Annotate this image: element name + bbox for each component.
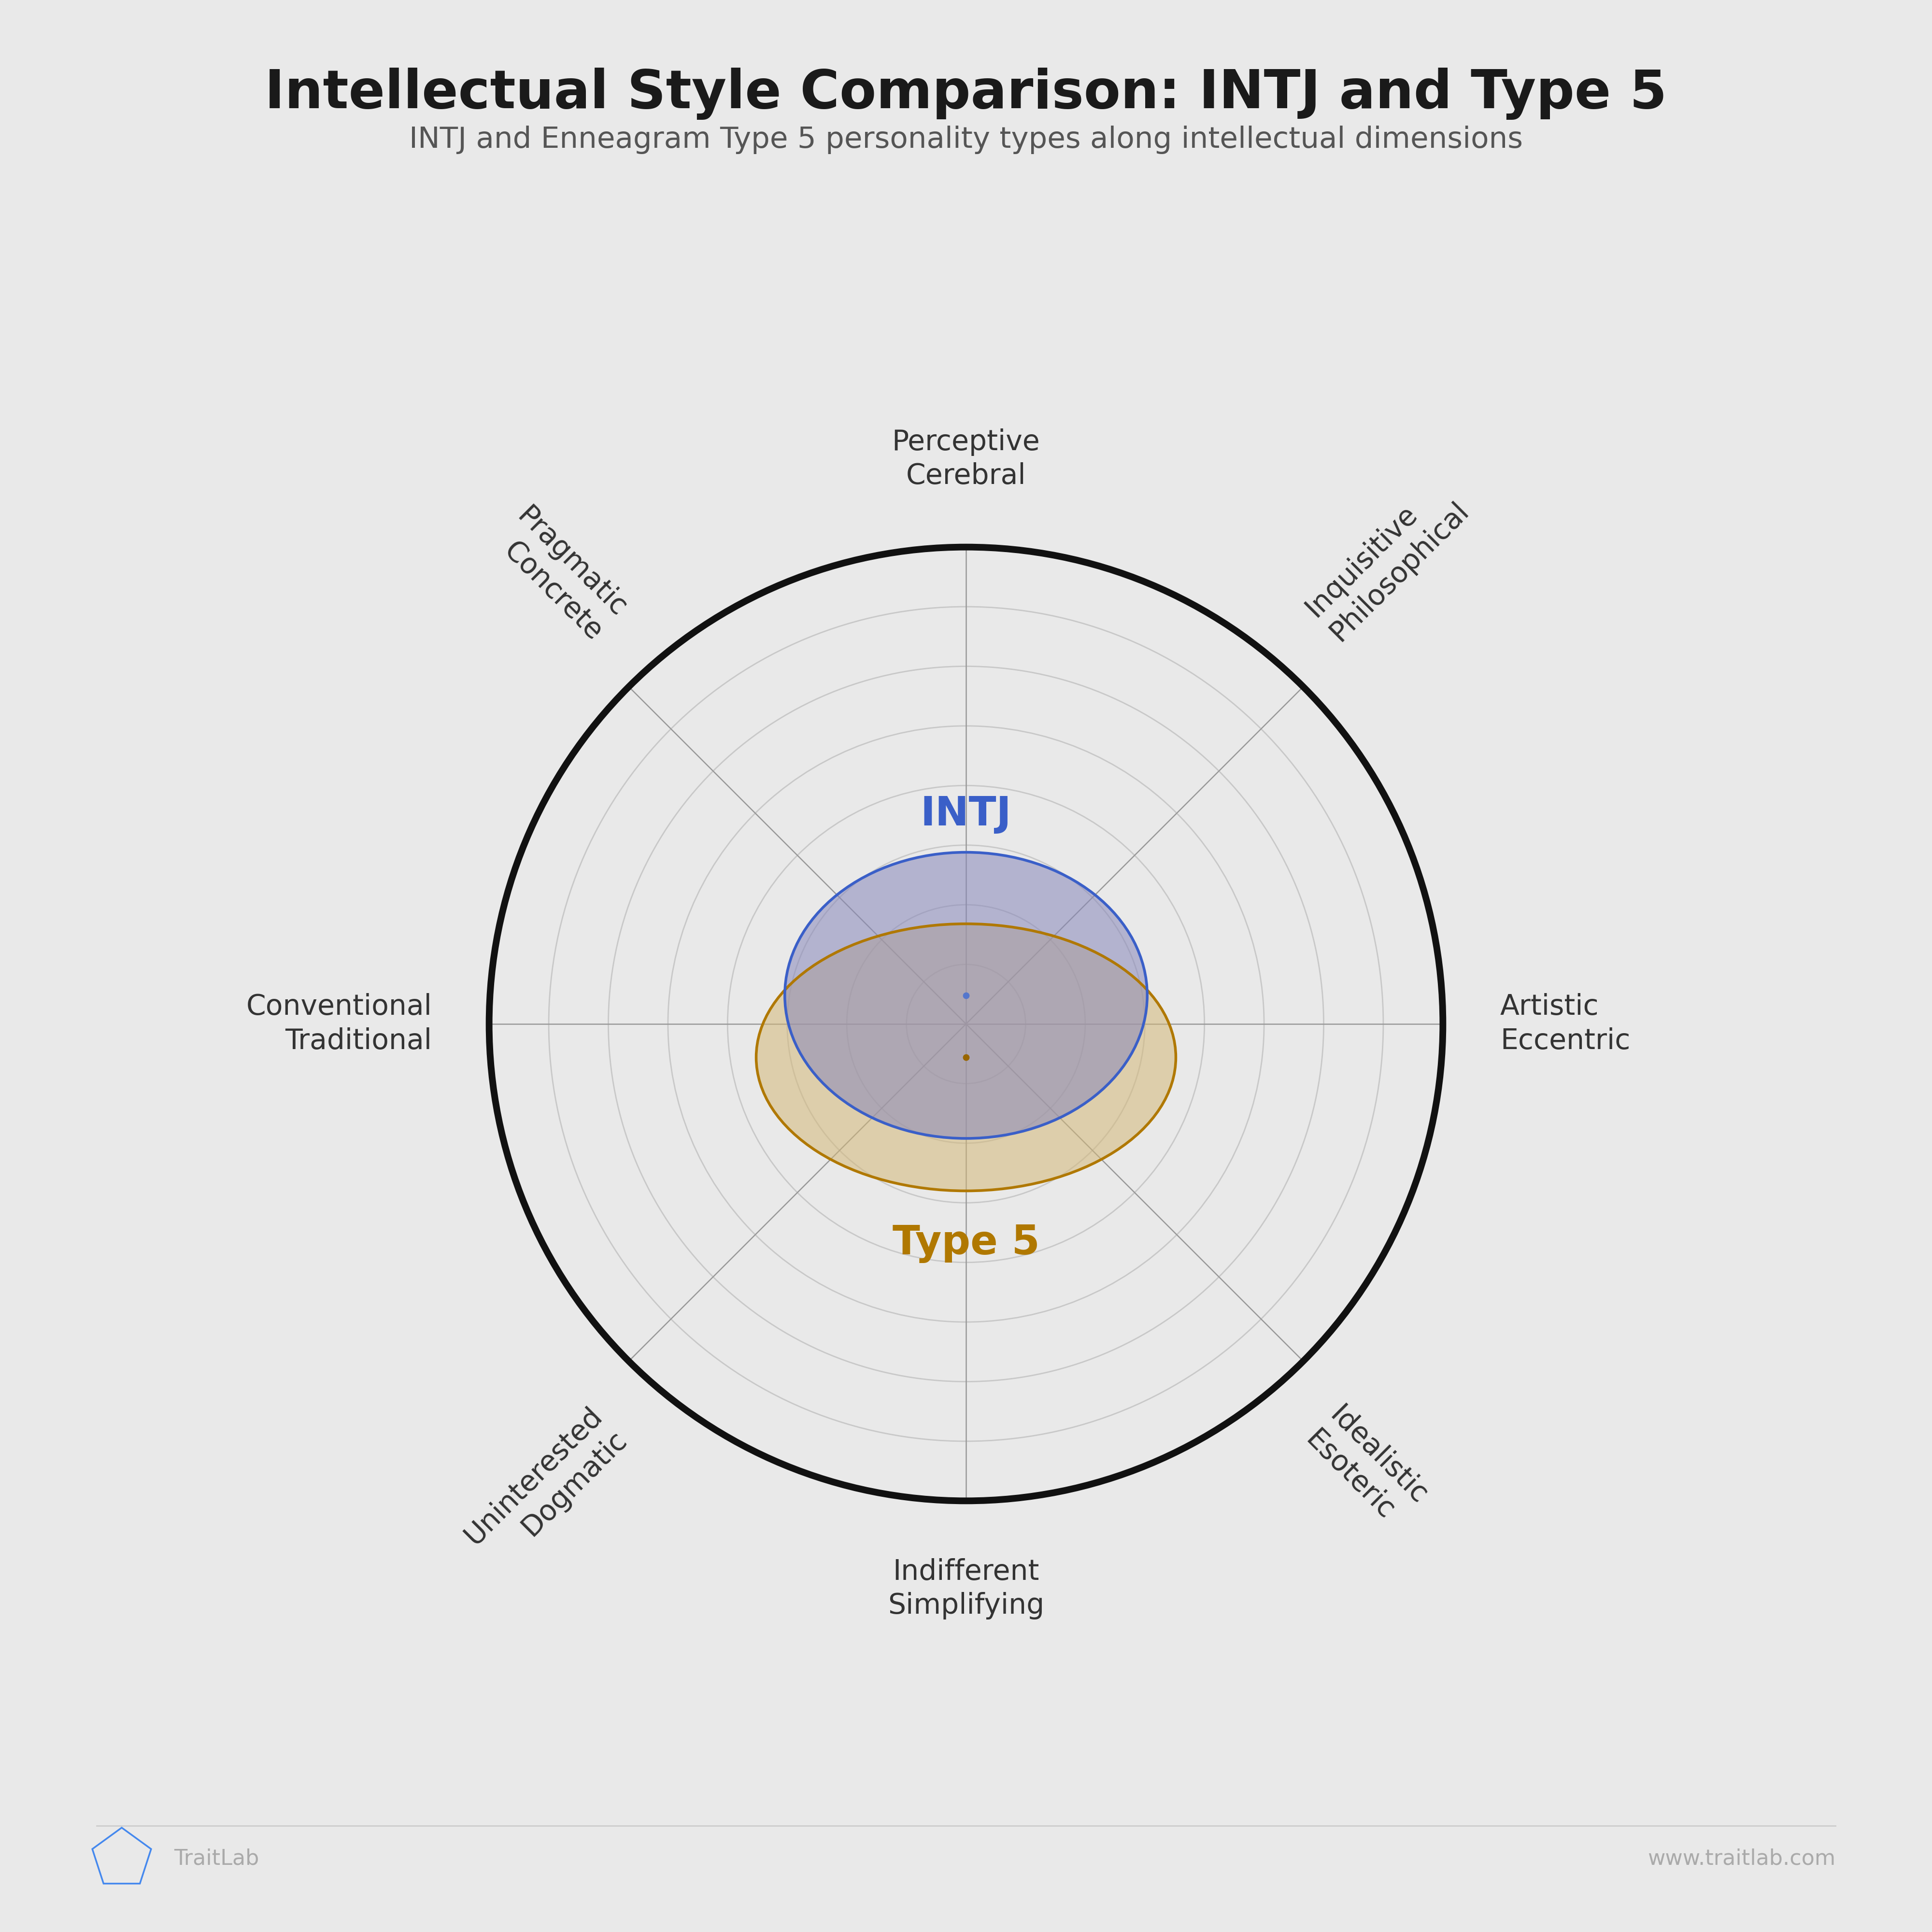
Text: Idealistic
Esoteric: Idealistic Esoteric: [1300, 1401, 1432, 1534]
Text: Intellectual Style Comparison: INTJ and Type 5: Intellectual Style Comparison: INTJ and …: [265, 68, 1667, 120]
Point: [951, 1041, 981, 1072]
Text: Pragmatic
Concrete: Pragmatic Concrete: [487, 502, 632, 647]
Text: Perceptive
Cerebral: Perceptive Cerebral: [893, 429, 1039, 491]
Text: Artistic
Eccentric: Artistic Eccentric: [1499, 993, 1631, 1055]
Text: Inquisitive
Philosophical: Inquisitive Philosophical: [1300, 473, 1474, 647]
Text: Uninterested
Dogmatic: Uninterested Dogmatic: [460, 1401, 632, 1575]
Text: INTJ and Enneagram Type 5 personality types along intellectual dimensions: INTJ and Enneagram Type 5 personality ty…: [410, 126, 1522, 155]
Text: www.traitlab.com: www.traitlab.com: [1648, 1849, 1835, 1868]
Point: [951, 980, 981, 1010]
Text: Conventional
Traditional: Conventional Traditional: [245, 993, 433, 1055]
Text: TraitLab: TraitLab: [174, 1849, 259, 1868]
Text: INTJ: INTJ: [920, 794, 1012, 835]
Ellipse shape: [784, 852, 1148, 1138]
Ellipse shape: [755, 923, 1177, 1190]
Text: Indifferent
Simplifying: Indifferent Simplifying: [887, 1557, 1045, 1619]
Text: Type 5: Type 5: [893, 1223, 1039, 1264]
